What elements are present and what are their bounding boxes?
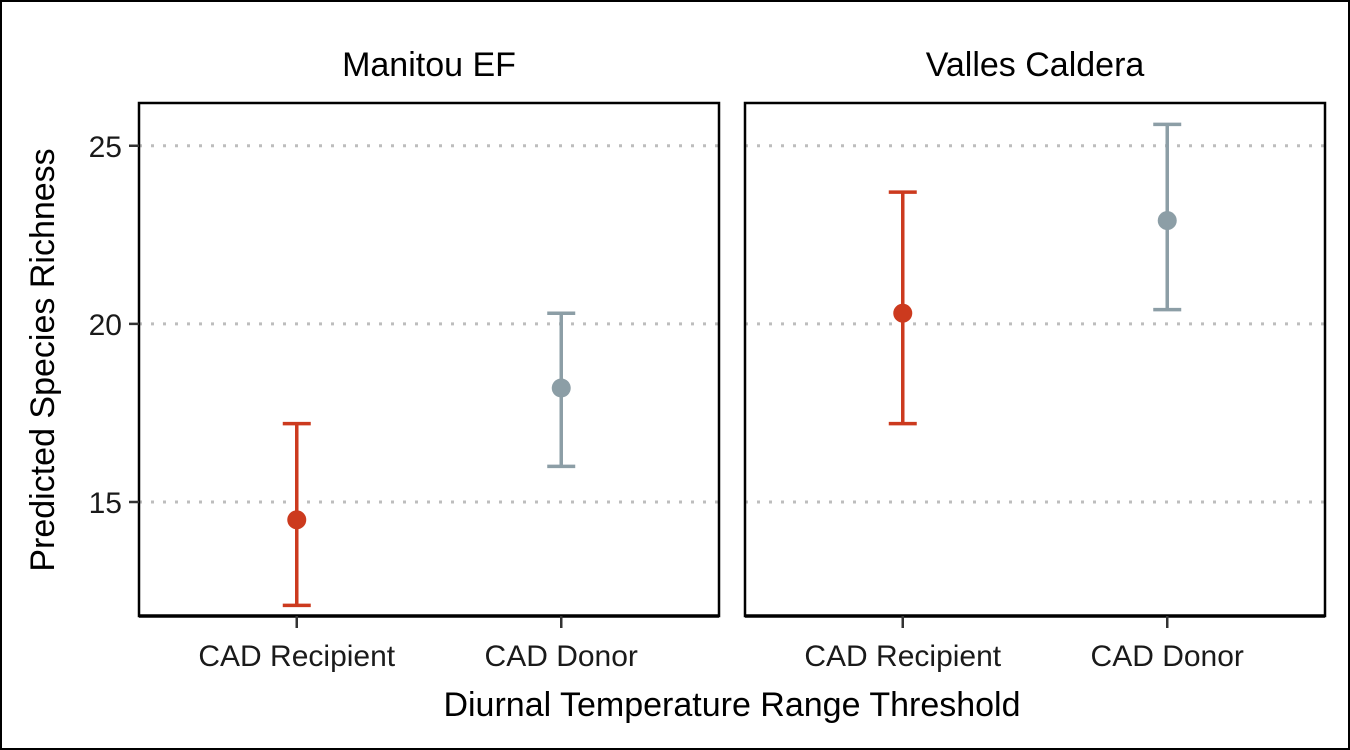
estimate-point: [1157, 211, 1177, 231]
x-tick-label: CAD Donor: [485, 640, 638, 673]
marks-right: [888, 122, 1182, 426]
x-ticks-right: CAD Recipient CAD Donor: [745, 614, 1325, 673]
y-tick-label: 25: [89, 131, 122, 164]
estimate-point: [287, 510, 307, 530]
marks-left: [282, 311, 576, 608]
panel-right: Valles Caldera CAD Recipient CAD Donor: [743, 46, 1327, 673]
x-tick-label: CAD Recipient: [198, 640, 395, 673]
x-tick-label: CAD Donor: [1091, 640, 1244, 673]
panel-title-right: Valles Caldera: [926, 46, 1145, 84]
y-tick-label: 15: [89, 487, 122, 520]
estimate-point: [551, 378, 571, 398]
x-tick-label: CAD Recipient: [804, 640, 1001, 673]
x-ticks-left: CAD Recipient CAD Donor: [139, 614, 719, 673]
x-axis-title: Diurnal Temperature Range Threshold: [443, 686, 1020, 724]
gridlines-right: [745, 144, 1325, 504]
y-axis: 15 20 25: [89, 131, 139, 520]
y-tick-label: 20: [89, 309, 122, 342]
y-axis-title: Predicted Species Richness: [24, 148, 62, 571]
panel-left: Manitou EF CAD Recipient CAD Donor: [137, 46, 721, 673]
estimate-point: [893, 303, 913, 323]
panel-title-left: Manitou EF: [342, 46, 516, 84]
gridlines-left: [139, 144, 719, 504]
